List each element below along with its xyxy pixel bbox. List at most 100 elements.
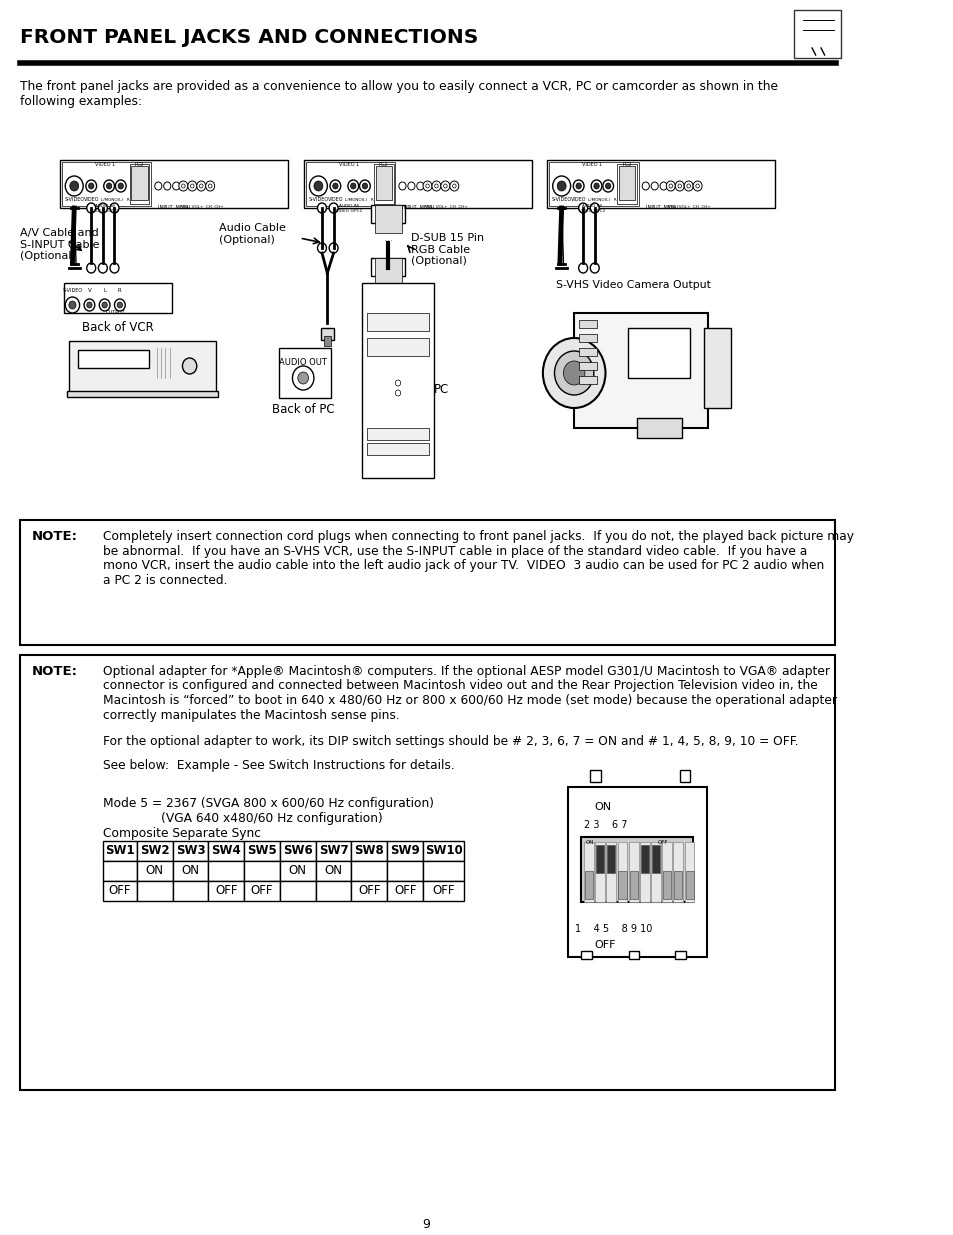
Bar bbox=[371, 205, 405, 224]
Bar bbox=[130, 164, 150, 204]
Bar bbox=[606, 842, 616, 902]
Circle shape bbox=[317, 243, 326, 253]
Text: mono VCR, insert the audio cable into the left audio jack of your TV.  VIDEO  3 : mono VCR, insert the audio cable into th… bbox=[103, 559, 823, 572]
Circle shape bbox=[573, 180, 583, 191]
Circle shape bbox=[407, 182, 415, 190]
Text: VOL  VOL+  CH  CH+: VOL VOL+ CH CH+ bbox=[424, 205, 467, 209]
Text: L: L bbox=[103, 288, 106, 293]
Bar bbox=[578, 333, 596, 342]
Bar bbox=[315, 841, 351, 861]
Circle shape bbox=[178, 182, 188, 191]
Circle shape bbox=[576, 183, 580, 189]
Text: The front panel jacks are provided as a convenience to allow you to easily conne: The front panel jacks are provided as a … bbox=[20, 80, 777, 107]
Text: FRONT PANEL JACKS AND CONNECTIONS: FRONT PANEL JACKS AND CONNECTIONS bbox=[20, 28, 477, 47]
Circle shape bbox=[98, 263, 107, 273]
Circle shape bbox=[605, 183, 610, 189]
Text: NOTE:: NOTE: bbox=[31, 664, 77, 678]
Circle shape bbox=[678, 184, 680, 188]
Bar bbox=[208, 841, 244, 861]
Circle shape bbox=[87, 303, 92, 308]
Text: OFF: OFF bbox=[357, 884, 380, 898]
Bar bbox=[208, 881, 244, 902]
Bar bbox=[278, 348, 331, 398]
Bar bbox=[639, 842, 649, 902]
Text: SW3: SW3 bbox=[175, 845, 205, 857]
Circle shape bbox=[675, 182, 683, 191]
Circle shape bbox=[398, 182, 406, 190]
Bar bbox=[422, 841, 464, 861]
Circle shape bbox=[86, 180, 96, 191]
Bar bbox=[629, 871, 637, 899]
Bar bbox=[567, 787, 706, 957]
Bar bbox=[279, 841, 315, 861]
Text: S-VIDEO: S-VIDEO bbox=[62, 288, 82, 293]
Text: ON: ON bbox=[594, 802, 611, 811]
Circle shape bbox=[641, 182, 649, 190]
Bar bbox=[640, 845, 648, 873]
Text: OFF: OFF bbox=[657, 840, 667, 845]
Circle shape bbox=[208, 184, 212, 188]
Text: For the optional adapter to work, its DIP switch settings should be # 2, 3, 6, 7: For the optional adapter to work, its DI… bbox=[103, 735, 798, 748]
Circle shape bbox=[435, 184, 437, 188]
Circle shape bbox=[110, 203, 119, 212]
Bar bbox=[366, 338, 429, 356]
Bar bbox=[69, 341, 216, 393]
Text: ON: ON bbox=[289, 864, 307, 878]
Text: VIDEO: VIDEO bbox=[84, 198, 99, 203]
Bar bbox=[547, 161, 775, 207]
Text: Completely insert connection cord plugs when connecting to front panel jacks.  I: Completely insert connection cord plugs … bbox=[103, 530, 853, 543]
Text: 2 3    6 7: 2 3 6 7 bbox=[583, 820, 627, 830]
Bar bbox=[618, 165, 635, 200]
Text: SW7: SW7 bbox=[318, 845, 348, 857]
Text: SW6: SW6 bbox=[283, 845, 313, 857]
Bar bbox=[351, 861, 387, 881]
Circle shape bbox=[557, 182, 565, 191]
Text: INPUT  MENU: INPUT MENU bbox=[158, 205, 191, 210]
Circle shape bbox=[362, 183, 367, 189]
Text: PC2: PC2 bbox=[621, 162, 631, 167]
Circle shape bbox=[563, 361, 584, 385]
Bar bbox=[673, 842, 682, 902]
Bar bbox=[617, 842, 627, 902]
Bar bbox=[315, 881, 351, 902]
Bar bbox=[595, 842, 604, 902]
Circle shape bbox=[593, 183, 598, 189]
Bar bbox=[244, 841, 279, 861]
Bar bbox=[20, 520, 835, 645]
Text: OFF: OFF bbox=[109, 884, 131, 898]
Bar bbox=[244, 861, 279, 881]
Circle shape bbox=[196, 182, 206, 191]
Text: VIDEO 1: VIDEO 1 bbox=[338, 162, 358, 167]
Text: connector is configured and connected between Macintosh video out and the Rear P: connector is configured and connected be… bbox=[103, 679, 817, 693]
Text: SW9: SW9 bbox=[390, 845, 419, 857]
Bar bbox=[584, 871, 593, 899]
Bar bbox=[684, 842, 694, 902]
Circle shape bbox=[188, 182, 196, 191]
Circle shape bbox=[333, 183, 337, 189]
Text: ON: ON bbox=[181, 864, 199, 878]
Circle shape bbox=[317, 203, 326, 212]
Circle shape bbox=[395, 390, 400, 396]
Circle shape bbox=[416, 182, 423, 190]
Text: AUDIO IN/
VIDEO 3/PC2: AUDIO IN/ VIDEO 3/PC2 bbox=[91, 204, 117, 212]
Text: A/V Cable and
S-INPUT Cable
(Optional): A/V Cable and S-INPUT Cable (Optional) bbox=[20, 228, 99, 261]
Circle shape bbox=[578, 203, 587, 212]
Circle shape bbox=[118, 183, 123, 189]
Bar bbox=[578, 348, 596, 356]
Circle shape bbox=[348, 180, 358, 191]
Bar bbox=[62, 162, 151, 206]
Bar bbox=[304, 161, 532, 207]
Circle shape bbox=[110, 263, 119, 273]
Bar bbox=[279, 861, 315, 881]
Text: be abnormal.  If you have an S-VHS VCR, use the S-INPUT cable in place of the st: be abnormal. If you have an S-VHS VCR, u… bbox=[103, 545, 806, 557]
Bar bbox=[590, 769, 600, 782]
Circle shape bbox=[164, 182, 171, 190]
Circle shape bbox=[668, 184, 672, 188]
Circle shape bbox=[542, 338, 605, 408]
Bar bbox=[574, 312, 707, 429]
Text: See below:  Example - See Switch Instructions for details.: See below: Example - See Switch Instruct… bbox=[103, 760, 455, 773]
Text: S-VIDEO: S-VIDEO bbox=[64, 198, 84, 203]
Circle shape bbox=[102, 303, 107, 308]
Circle shape bbox=[181, 184, 185, 188]
Circle shape bbox=[590, 203, 598, 212]
